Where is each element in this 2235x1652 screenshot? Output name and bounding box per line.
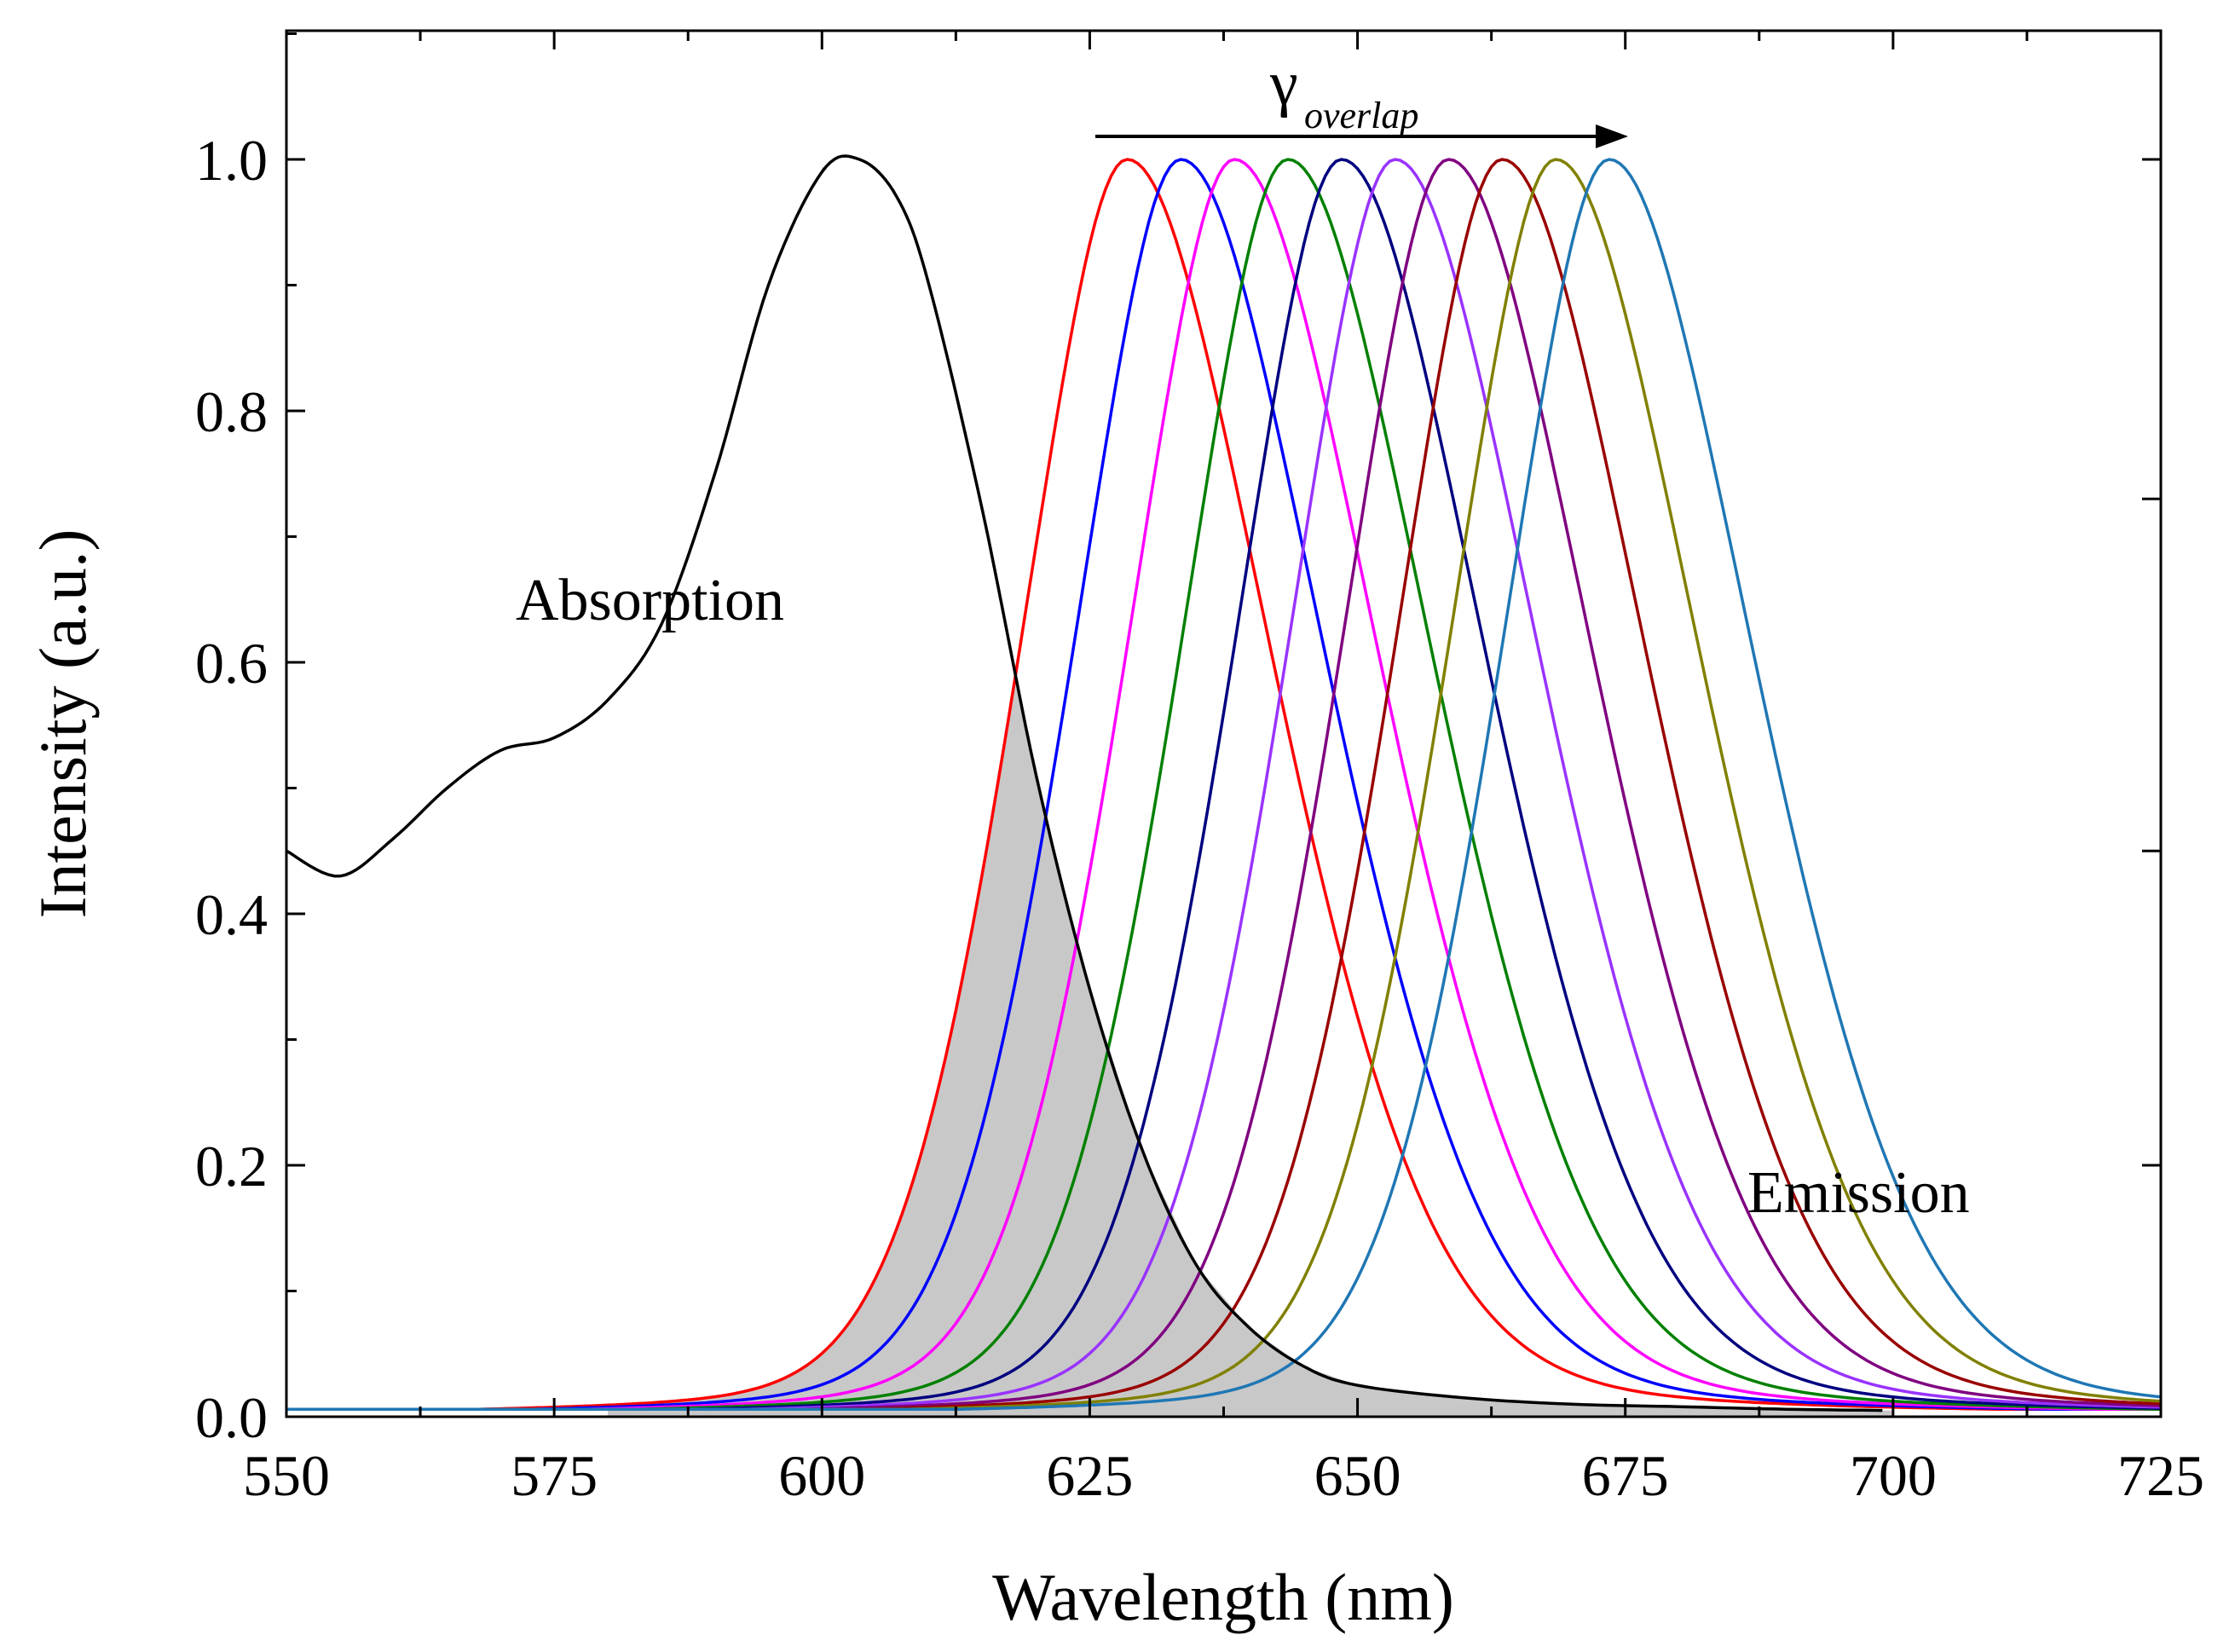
- y-tick-label: 0.4: [195, 882, 268, 947]
- series-layer: [286, 154, 2162, 1412]
- x-tick-label: 575: [511, 1443, 598, 1508]
- emission-series-1: [286, 158, 2161, 1411]
- overlap-shaded-area: [607, 679, 1893, 1417]
- y-tick-label: 0.2: [195, 1134, 268, 1199]
- x-tick-label: 600: [778, 1443, 865, 1508]
- x-axis-title: Wavelength (nm): [992, 1560, 1454, 1634]
- gamma-label: γ: [1269, 49, 1298, 118]
- y-tick-label: 0.0: [195, 1385, 268, 1450]
- annotation-layer: Absorption Emission γ overlap: [516, 49, 1970, 1226]
- x-tick-label: 625: [1046, 1443, 1133, 1508]
- gamma-arrow-head: [1596, 124, 1628, 148]
- emission-series-10: [286, 158, 2162, 1411]
- gamma-subscript: overlap: [1304, 95, 1418, 136]
- tick-layer: 550 575 600 625 650 675 700 725 0.0 0.2 0.4 0.6 0.8 1…: [195, 31, 2204, 1508]
- x-tick-label: 550: [243, 1443, 330, 1508]
- y-tick-label: 1.0: [195, 128, 268, 193]
- x-tick-label: 675: [1582, 1443, 1669, 1508]
- x-tick-label: 725: [2117, 1443, 2204, 1508]
- absorption-series: [286, 154, 1883, 1412]
- x-tick-label: 700: [1850, 1443, 1937, 1508]
- x-tick-label: 650: [1314, 1443, 1401, 1508]
- overlap-shade-layer: [607, 679, 1893, 1417]
- y-axis-title: Intensity (a.u.): [26, 529, 100, 918]
- y-tick-label: 0.6: [195, 631, 268, 696]
- emission-label: Emission: [1747, 1160, 1970, 1226]
- absorption-label: Absorption: [516, 568, 784, 633]
- y-tick-label: 0.8: [195, 379, 268, 444]
